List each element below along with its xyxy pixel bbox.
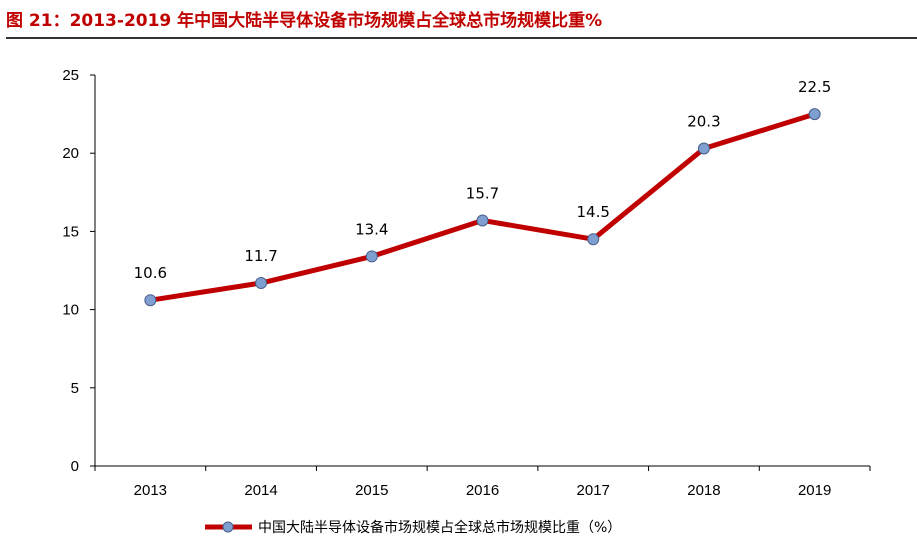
data-label: 13.4 <box>355 220 388 238</box>
y-tick-label: 0 <box>71 458 79 475</box>
data-label: 11.7 <box>244 247 277 265</box>
data-label: 22.5 <box>798 78 831 96</box>
data-point <box>587 233 600 246</box>
x-tick-label: 2017 <box>577 482 610 499</box>
data-point <box>808 108 821 121</box>
y-tick-label: 25 <box>62 67 79 84</box>
data-point <box>255 277 268 290</box>
data-point <box>365 250 378 263</box>
chart-title: 图 21：2013-2019 年中国大陆半导体设备市场规模占全球总市场规模比重% <box>6 11 603 31</box>
data-label: 10.6 <box>134 264 167 282</box>
x-tick-label: 2016 <box>466 482 499 499</box>
data-point <box>476 214 489 227</box>
x-tick-label: 2013 <box>134 482 167 499</box>
y-tick-label: 15 <box>62 223 79 240</box>
data-label: 15.7 <box>466 184 499 202</box>
y-tick-label: 20 <box>62 145 79 162</box>
axes <box>90 74 871 471</box>
tick-labels: 0 5 10 15 20 25 2013 2014 2015 2016 2017 2018 2019 <box>62 67 831 499</box>
y-tick-label: 10 <box>62 302 79 319</box>
data-point <box>697 142 710 155</box>
series-line <box>147 111 818 303</box>
title-underline <box>6 37 917 39</box>
data-label: 20.3 <box>687 113 720 131</box>
y-tick-label: 5 <box>71 380 79 397</box>
series-line-group <box>144 108 821 307</box>
x-tick-label: 2014 <box>244 482 277 499</box>
legend-label: 中国大陆半导体设备市场规模占全球总市场规模比重（%） <box>258 519 621 536</box>
data-label: 14.5 <box>577 203 610 221</box>
x-tick-label: 2018 <box>687 482 720 499</box>
legend-marker-swatch <box>222 521 234 533</box>
legend: 中国大陆半导体设备市场规模占全球总市场规模比重（%） <box>205 519 621 536</box>
x-tick-label: 2019 <box>798 482 831 499</box>
x-tick-label: 2015 <box>355 482 388 499</box>
data-point <box>144 294 157 307</box>
data-labels: 10.6 11.7 13.4 15.7 14.5 20.3 22.5 <box>134 78 832 282</box>
